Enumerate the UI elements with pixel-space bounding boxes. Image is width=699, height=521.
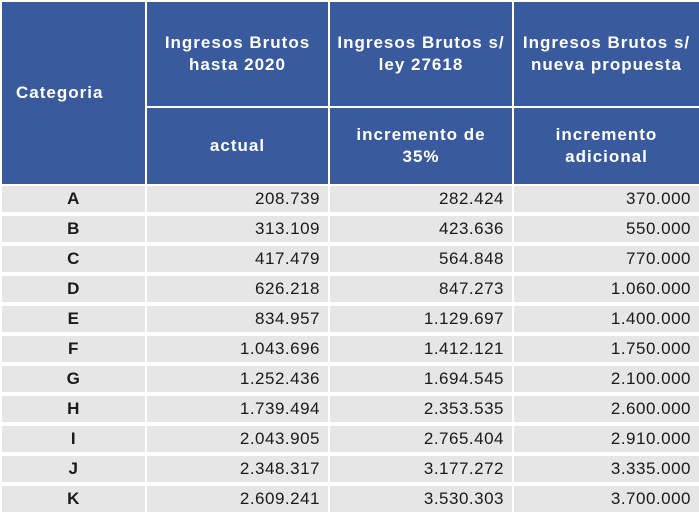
header-col2-sub: incremento de 35% (328, 106, 514, 186)
value-2020-cell: 626.218 (145, 274, 330, 306)
value-ley-27618-cell: 3.177.272 (328, 454, 514, 486)
value-nueva-propuesta-cell: 550.000 (512, 214, 699, 246)
value-nueva-propuesta-cell: 1.060.000 (512, 274, 699, 306)
value-nueva-propuesta-cell: 2.600.000 (512, 394, 699, 426)
table-row: B 313.109 423.636 550.000 (0, 214, 699, 246)
header-col3-title: Ingresos Brutos s/ nueva propuesta (512, 0, 699, 108)
value-2020-cell: 1.043.696 (145, 334, 330, 366)
value-nueva-propuesta-cell: 2.100.000 (512, 364, 699, 396)
category-cell: A (0, 185, 147, 216)
table-body: A 208.739 282.424 370.000 B 313.109 423.… (0, 185, 699, 516)
value-2020-cell: 2.609.241 (145, 484, 330, 516)
value-2020-cell: 208.739 (145, 185, 330, 216)
value-2020-cell: 1.252.436 (145, 364, 330, 396)
header-row-titles: Categoria Ingresos Brutos hasta 2020 Ing… (0, 0, 699, 186)
header-col1-sub: actual (145, 106, 330, 186)
header-col1-title: Ingresos Brutos hasta 2020 (145, 0, 330, 108)
header-row-subtitles: actual incremento de 35% incremento adic… (1, 106, 699, 186)
table-row: A 208.739 282.424 370.000 (0, 185, 699, 216)
header-col3-sub: incremento adicional (512, 106, 699, 186)
table-row: D 626.218 847.273 1.060.000 (0, 274, 699, 306)
table-row: I 2.043.905 2.765.404 2.910.000 (0, 424, 699, 456)
value-nueva-propuesta-cell: 1.750.000 (512, 334, 699, 366)
value-2020-cell: 417.479 (145, 244, 330, 276)
value-ley-27618-cell: 1.412.121 (328, 334, 514, 366)
value-ley-27618-cell: 847.273 (328, 274, 514, 306)
value-ley-27618-cell: 1.129.697 (328, 304, 514, 336)
header-categoria: Categoria (0, 0, 147, 186)
value-ley-27618-cell: 564.848 (328, 244, 514, 276)
value-nueva-propuesta-cell: 770.000 (512, 244, 699, 276)
value-2020-cell: 1.739.494 (145, 394, 330, 426)
value-nueva-propuesta-cell: 3.335.000 (512, 454, 699, 486)
value-nueva-propuesta-cell: 2.910.000 (512, 424, 699, 456)
value-nueva-propuesta-cell: 370.000 (512, 185, 699, 216)
table-row: K 2.609.241 3.530.303 3.700.000 (0, 484, 699, 516)
category-cell: C (0, 244, 147, 276)
value-2020-cell: 2.043.905 (145, 424, 330, 456)
category-cell: B (0, 214, 147, 246)
value-ley-27618-cell: 3.530.303 (328, 484, 514, 516)
value-2020-cell: 834.957 (145, 304, 330, 336)
category-cell: H (0, 394, 147, 426)
category-cell: E (0, 304, 147, 336)
value-2020-cell: 313.109 (145, 214, 330, 246)
category-cell: F (0, 334, 147, 366)
category-cell: I (0, 424, 147, 456)
table-row: F 1.043.696 1.412.121 1.750.000 (0, 334, 699, 366)
value-ley-27618-cell: 2.765.404 (328, 424, 514, 456)
category-cell: D (0, 274, 147, 306)
value-2020-cell: 2.348.317 (145, 454, 330, 486)
value-nueva-propuesta-cell: 3.700.000 (512, 484, 699, 516)
table-row: C 417.479 564.848 770.000 (0, 244, 699, 276)
category-cell: J (0, 454, 147, 486)
value-ley-27618-cell: 1.694.545 (328, 364, 514, 396)
value-nueva-propuesta-cell: 1.400.000 (512, 304, 699, 336)
value-ley-27618-cell: 423.636 (328, 214, 514, 246)
table-row: J 2.348.317 3.177.272 3.335.000 (0, 454, 699, 486)
category-cell: K (0, 484, 147, 516)
value-ley-27618-cell: 282.424 (328, 185, 514, 216)
table-row: G 1.252.436 1.694.545 2.100.000 (0, 364, 699, 396)
header-col2-title: Ingresos Brutos s/ ley 27618 (328, 0, 514, 108)
value-ley-27618-cell: 2.353.535 (328, 394, 514, 426)
table-row: E 834.957 1.129.697 1.400.000 (0, 304, 699, 336)
table-row: H 1.739.494 2.353.535 2.600.000 (0, 394, 699, 426)
table-header: Categoria Ingresos Brutos hasta 2020 Ing… (0, 0, 699, 186)
category-cell: G (0, 364, 147, 396)
